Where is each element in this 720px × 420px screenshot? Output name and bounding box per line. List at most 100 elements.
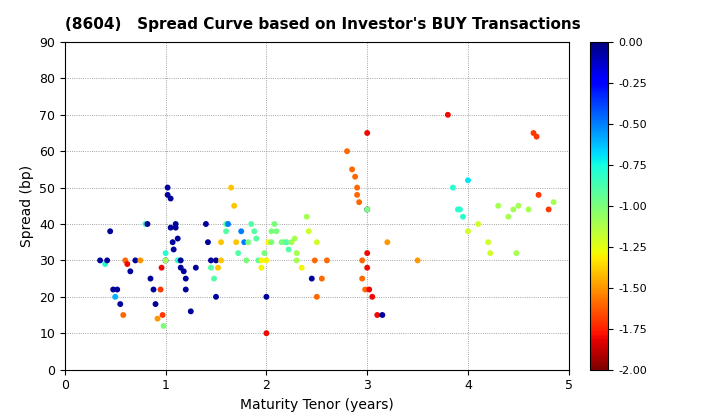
Point [160,250,171,257]
Point [356,257,368,264]
Point [145,275,156,282]
Point [135,257,146,264]
Point [364,286,375,293]
Point [157,312,168,318]
Point [130,257,141,264]
Point [125,268,136,275]
Point [261,330,272,336]
Point [256,257,267,264]
Point [354,199,365,205]
Point [412,257,423,264]
Point [261,294,272,300]
Point [225,184,237,191]
Point [528,130,539,136]
Point [122,261,133,268]
Point [152,315,163,322]
Point [279,239,290,246]
Point [215,257,227,264]
Point [142,220,153,227]
Point [150,301,161,307]
Point [200,220,212,227]
Point [202,239,214,246]
Point [162,184,174,191]
Point [243,239,254,246]
Point [258,250,270,257]
Point [210,294,222,300]
Point [452,206,464,213]
Point [215,239,227,246]
Point [283,246,294,253]
Point [341,148,353,155]
Text: (8604)   Spread Curve based on Investor's BUY Transactions: (8604) Spread Curve based on Investor's … [65,17,580,32]
Point [220,220,232,227]
Point [112,286,123,293]
Point [160,257,171,264]
Point [205,264,217,271]
Point [120,257,131,264]
Point [107,286,119,293]
Point [165,195,176,202]
Point [351,184,363,191]
Point [361,250,373,257]
Point [240,257,252,264]
Point [316,275,328,282]
Point [462,228,474,235]
Point [321,257,333,264]
Point [276,239,287,246]
Point [377,312,388,318]
Point [447,184,459,191]
Point [168,246,179,253]
Point [109,294,121,300]
Point [533,192,544,198]
Point [220,228,232,235]
Point [233,250,244,257]
Point [510,250,522,257]
Point [104,228,116,235]
Point [256,264,267,271]
Point [246,220,257,227]
Point [372,312,383,318]
Point [311,239,323,246]
Point [291,257,302,264]
Point [303,228,315,235]
Point [261,257,272,264]
Point [253,257,264,264]
Point [263,239,274,246]
Point [114,301,126,307]
Point [442,111,454,118]
Point [248,228,260,235]
Point [301,213,312,220]
Point [165,224,176,231]
Point [543,206,554,213]
Point [361,206,373,213]
Point [309,257,320,264]
Point [485,250,496,257]
Point [356,275,368,282]
Point [170,224,181,231]
Point [162,192,174,198]
Point [281,239,292,246]
Point [351,192,363,198]
Point [289,235,300,242]
Point [94,257,106,264]
Point [174,257,186,264]
Point [346,166,358,173]
Point [117,312,129,318]
Point [306,275,318,282]
Point [266,228,277,235]
Point [167,239,179,246]
Point [503,213,514,220]
Point [349,173,361,180]
Point [212,264,224,271]
Point [235,228,247,235]
Point [190,264,202,271]
Point [175,257,186,264]
Point [361,130,373,136]
Point [222,220,234,227]
Point [492,202,504,209]
Point [180,286,192,293]
Point [185,308,197,315]
Point [175,264,186,271]
Point [457,213,469,220]
Point [140,220,151,227]
